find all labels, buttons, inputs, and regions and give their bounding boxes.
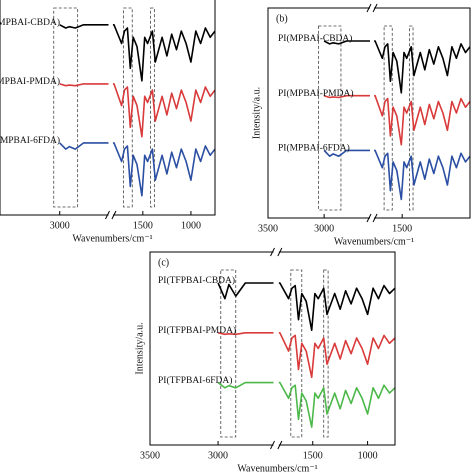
x-tick-label: 3000 <box>314 223 334 234</box>
x-tick-label: 3500 <box>258 223 278 234</box>
spectrum-line <box>323 40 470 94</box>
panel-label: (c) <box>158 257 169 268</box>
spectrum-line <box>59 83 215 138</box>
legend-label: PI(MPBAI-6FDA) <box>278 143 350 154</box>
plot-area <box>53 0 215 214</box>
highlight-box <box>290 269 303 438</box>
break-gap <box>108 0 113 214</box>
x-tick-label: 3500 <box>140 450 160 461</box>
spectrum-line <box>323 94 470 146</box>
break-cover <box>108 213 113 217</box>
break-mark <box>111 210 117 220</box>
highlight-box <box>220 269 237 438</box>
x-tick-label: 1500 <box>392 223 412 234</box>
legend-label: PI(MPBAI-PMDA) <box>0 76 60 87</box>
y-axis-label: Intensity/a.u. <box>134 322 145 374</box>
x-tick-label: 3000 <box>208 450 228 461</box>
highlight-box <box>318 25 342 211</box>
spectrum-line <box>323 149 470 201</box>
legend-label: PI(MPBAI-CBDA) <box>0 17 60 28</box>
break-mark <box>270 440 275 450</box>
break-gap <box>273 253 279 444</box>
legend-label: PI(MPBAI-6FDA) <box>0 135 60 146</box>
break-gap <box>370 9 375 217</box>
break-mark <box>366 3 372 13</box>
highlight-box <box>123 7 133 208</box>
legend-label: PI(TFPBAI-CBDA) <box>158 275 235 286</box>
spectrum-line <box>217 282 395 331</box>
spectrum-line <box>59 142 215 197</box>
break-cover <box>273 250 279 254</box>
break-cover <box>273 443 279 447</box>
plot-area <box>217 253 395 444</box>
highlight-box <box>53 7 79 208</box>
spectrum-line <box>217 381 395 428</box>
break-cover <box>370 6 375 10</box>
break-mark <box>372 213 378 223</box>
y-axis-label: Intensity/a.u. <box>251 87 262 139</box>
panel-label: (b) <box>276 13 288 24</box>
x-tick-label: 1000 <box>358 450 378 461</box>
x-axis-label: Wavenumbers/cm⁻¹ <box>334 236 414 247</box>
break-mark <box>270 247 275 257</box>
highlight-box <box>323 269 329 438</box>
legend-label: PI(TFPBAI-6FDA) <box>158 375 232 386</box>
break-mark <box>277 440 283 450</box>
spectrum-line <box>59 24 215 82</box>
legend-label: PI(MPBAI-CBDA) <box>278 33 352 44</box>
break-mark <box>366 213 372 223</box>
spectrum-line <box>217 332 395 379</box>
legend-label: PI(TFPBAI-PMDA) <box>158 325 236 336</box>
x-tick-label: 1000 <box>181 220 201 231</box>
break-mark <box>372 3 378 13</box>
highlight-box <box>150 7 155 208</box>
plot-area <box>318 9 470 217</box>
x-tick-label: 3000 <box>50 220 70 231</box>
break-mark <box>277 247 283 257</box>
plot-frame <box>0 0 216 216</box>
x-tick-label: 1500 <box>133 220 153 231</box>
break-cover <box>370 216 375 220</box>
break-mark <box>105 210 110 220</box>
x-axis-label: Wavenumbers/cm⁻¹ <box>237 463 317 474</box>
x-tick-label: 1500 <box>303 450 323 461</box>
legend-label: PI(MPBAI-PMDA) <box>278 88 353 99</box>
x-axis-label: Wavenumbers/cm⁻¹ <box>72 233 152 244</box>
